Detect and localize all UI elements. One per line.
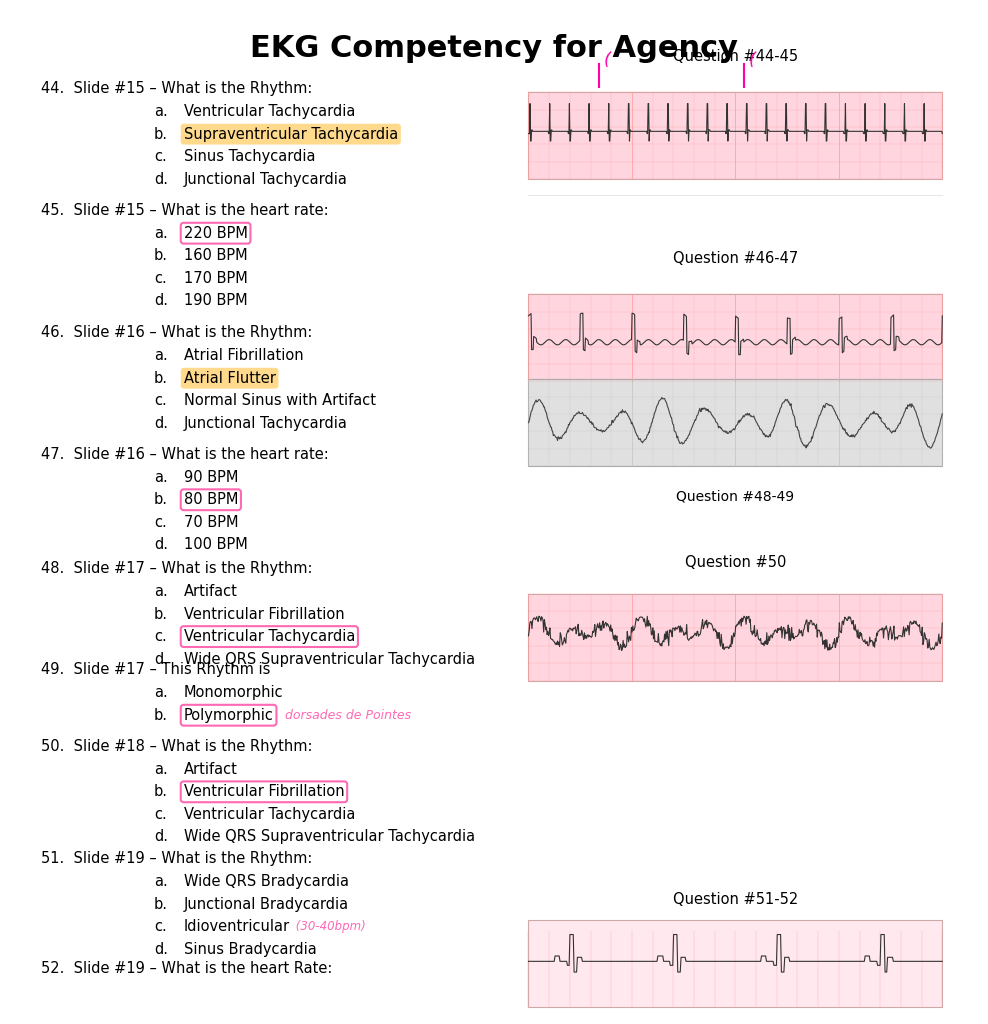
Text: EKG Competency for Agency: EKG Competency for Agency — [250, 34, 738, 63]
Text: 48.  Slide #17 – What is the Rhythm:: 48. Slide #17 – What is the Rhythm: — [41, 561, 312, 577]
Text: Wide QRS Supraventricular Tachycardia: Wide QRS Supraventricular Tachycardia — [184, 651, 475, 667]
Text: Sinus Tachycardia: Sinus Tachycardia — [184, 150, 315, 164]
Text: Monomorphic: Monomorphic — [184, 685, 284, 700]
Text: 45.  Slide #15 – What is the heart rate:: 45. Slide #15 – What is the heart rate: — [41, 203, 328, 217]
Text: dorsades de Pointes: dorsades de Pointes — [278, 709, 411, 722]
Text: Atrial Fibrillation: Atrial Fibrillation — [184, 348, 303, 364]
FancyBboxPatch shape — [529, 92, 943, 179]
Text: a.: a. — [154, 584, 168, 599]
Text: 52.  Slide #19 – What is the heart Rate:: 52. Slide #19 – What is the heart Rate: — [41, 962, 332, 976]
Text: a.: a. — [154, 225, 168, 241]
Text: c.: c. — [154, 629, 167, 644]
Text: Question #44-45: Question #44-45 — [673, 49, 798, 63]
Text: Question #51-52: Question #51-52 — [673, 892, 798, 907]
Text: a.: a. — [154, 874, 168, 889]
Text: c.: c. — [154, 515, 167, 529]
Text: Idioventricular: Idioventricular — [184, 920, 289, 934]
Text: d.: d. — [154, 172, 168, 186]
Text: d.: d. — [154, 829, 168, 844]
Text: 70 BPM: 70 BPM — [184, 515, 238, 529]
Text: (: ( — [746, 51, 757, 71]
Text: 160 BPM: 160 BPM — [184, 248, 247, 263]
Text: 47.  Slide #16 – What is the heart rate:: 47. Slide #16 – What is the heart rate: — [41, 446, 329, 462]
Text: b.: b. — [154, 784, 168, 800]
Text: 220 BPM: 220 BPM — [184, 225, 248, 241]
Text: Wide QRS Bradycardia: Wide QRS Bradycardia — [184, 874, 349, 889]
Text: c.: c. — [154, 150, 167, 164]
Text: d.: d. — [154, 293, 168, 308]
Text: Ventricular Fibrillation: Ventricular Fibrillation — [184, 784, 344, 800]
Text: a.: a. — [154, 762, 168, 777]
Text: Supraventricular Tachycardia: Supraventricular Tachycardia — [184, 127, 398, 141]
Text: b.: b. — [154, 897, 168, 911]
Text: Junctional Tachycardia: Junctional Tachycardia — [184, 172, 348, 186]
Text: Ventricular Tachycardia: Ventricular Tachycardia — [184, 104, 355, 119]
Text: 44.  Slide #15 – What is the Rhythm:: 44. Slide #15 – What is the Rhythm: — [41, 81, 312, 96]
Text: 100 BPM: 100 BPM — [184, 538, 247, 552]
Text: b.: b. — [154, 127, 168, 141]
Text: Junctional Tachycardia: Junctional Tachycardia — [184, 416, 348, 431]
Text: a.: a. — [154, 685, 168, 700]
Text: b.: b. — [154, 708, 168, 723]
Text: a.: a. — [154, 348, 168, 364]
Text: c.: c. — [154, 393, 167, 409]
Text: c.: c. — [154, 807, 167, 822]
Text: Ventricular Tachycardia: Ventricular Tachycardia — [184, 807, 355, 822]
FancyBboxPatch shape — [529, 594, 943, 681]
Text: 190 BPM: 190 BPM — [184, 293, 247, 308]
Text: 49.  Slide #17 – This Rhythm is: 49. Slide #17 – This Rhythm is — [41, 663, 270, 677]
FancyBboxPatch shape — [529, 295, 943, 381]
Text: 80 BPM: 80 BPM — [184, 493, 238, 507]
Text: Atrial Flutter: Atrial Flutter — [184, 371, 276, 386]
Text: (: ( — [601, 51, 613, 71]
Text: 170 BPM: 170 BPM — [184, 270, 247, 286]
Text: d.: d. — [154, 416, 168, 431]
Text: Question #46-47: Question #46-47 — [673, 251, 798, 266]
Text: (30-40bpm): (30-40bpm) — [292, 921, 366, 933]
Text: Polymorphic: Polymorphic — [184, 708, 274, 723]
Text: Question #50: Question #50 — [685, 555, 786, 570]
Text: b.: b. — [154, 371, 168, 386]
Text: d.: d. — [154, 651, 168, 667]
Text: 46.  Slide #16 – What is the Rhythm:: 46. Slide #16 – What is the Rhythm: — [41, 325, 312, 340]
Text: 51.  Slide #19 – What is the Rhythm:: 51. Slide #19 – What is the Rhythm: — [41, 851, 312, 866]
Text: b.: b. — [154, 493, 168, 507]
FancyBboxPatch shape — [529, 921, 943, 1008]
Text: d.: d. — [154, 538, 168, 552]
Text: Normal Sinus with Artifact: Normal Sinus with Artifact — [184, 393, 375, 409]
Text: a.: a. — [154, 104, 168, 119]
Text: 50.  Slide #18 – What is the Rhythm:: 50. Slide #18 – What is the Rhythm: — [41, 738, 312, 754]
Text: b.: b. — [154, 248, 168, 263]
Text: Junctional Bradycardia: Junctional Bradycardia — [184, 897, 349, 911]
Text: Artifact: Artifact — [184, 762, 237, 777]
Text: Wide QRS Supraventricular Tachycardia: Wide QRS Supraventricular Tachycardia — [184, 829, 475, 844]
Text: c.: c. — [154, 920, 167, 934]
Text: a.: a. — [154, 470, 168, 484]
Text: Ventricular Fibrillation: Ventricular Fibrillation — [184, 606, 344, 622]
FancyBboxPatch shape — [529, 379, 943, 466]
Text: b.: b. — [154, 606, 168, 622]
Text: Question #48-49: Question #48-49 — [677, 489, 794, 504]
Text: Artifact: Artifact — [184, 584, 237, 599]
Text: 90 BPM: 90 BPM — [184, 470, 238, 484]
Text: d.: d. — [154, 942, 168, 956]
Text: Sinus Bradycardia: Sinus Bradycardia — [184, 942, 316, 956]
Text: c.: c. — [154, 270, 167, 286]
Text: Ventricular Tachycardia: Ventricular Tachycardia — [184, 629, 355, 644]
